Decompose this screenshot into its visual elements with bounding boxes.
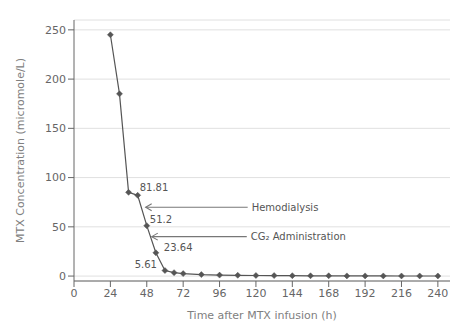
svg-text:96: 96 [213, 287, 227, 300]
svg-text:24: 24 [103, 287, 117, 300]
svg-text:100: 100 [45, 171, 66, 184]
svg-text:144: 144 [282, 287, 303, 300]
svg-text:CG₂ Administration: CG₂ Administration [251, 231, 346, 242]
svg-text:216: 216 [391, 287, 412, 300]
svg-text:0: 0 [59, 270, 66, 283]
svg-text:48: 48 [140, 287, 154, 300]
svg-text:Time after MTX infusion (h): Time after MTX infusion (h) [186, 309, 337, 322]
svg-text:240: 240 [427, 287, 448, 300]
svg-text:81.81: 81.81 [140, 182, 169, 193]
svg-text:150: 150 [45, 122, 66, 135]
svg-text:72: 72 [176, 287, 190, 300]
svg-text:200: 200 [45, 73, 66, 86]
svg-text:51.2: 51.2 [150, 214, 172, 225]
svg-text:MTX Concentration (micromole/L: MTX Concentration (micromole/L) [14, 58, 27, 243]
svg-text:23.64: 23.64 [164, 242, 193, 253]
svg-text:192: 192 [355, 287, 376, 300]
svg-text:0: 0 [71, 287, 78, 300]
svg-text:50: 50 [52, 221, 66, 234]
svg-text:168: 168 [318, 287, 339, 300]
svg-text:Hemodialysis: Hemodialysis [252, 202, 319, 213]
svg-text:250: 250 [45, 24, 66, 37]
svg-text:5.61: 5.61 [135, 259, 157, 270]
svg-text:120: 120 [245, 287, 266, 300]
